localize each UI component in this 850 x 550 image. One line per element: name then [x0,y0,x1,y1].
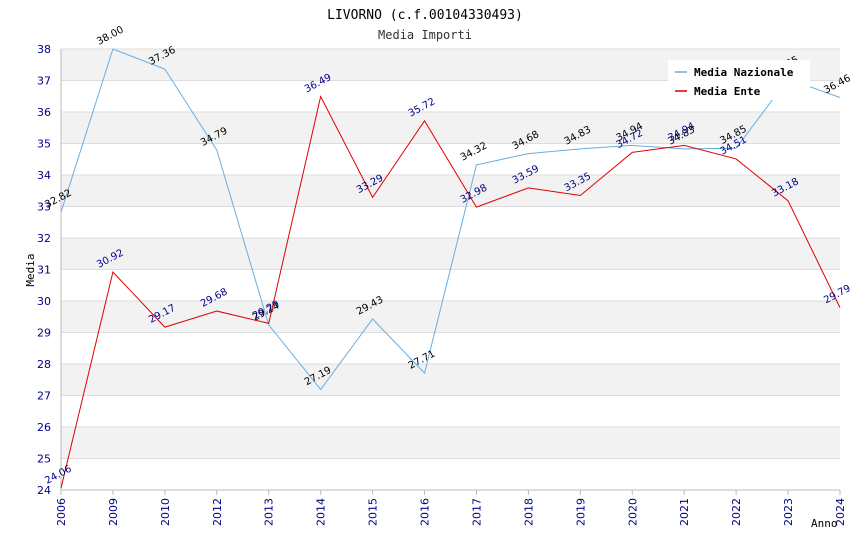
x-tick-label: 2013 [263,498,276,526]
y-tick-label: 36 [37,106,51,119]
y-tick-label: 30 [37,295,51,308]
legend-label-media-ente: Media Ente [694,85,761,98]
x-tick-label: 2015 [367,498,380,526]
band-31 [61,238,840,270]
plot-background [61,49,840,490]
series-line-media-nazionale [60,48,841,391]
x-tick-label: 2019 [574,498,587,526]
x-tick-label: 2006 [55,498,68,526]
y-tick-label: 32 [37,232,51,245]
band-27 [61,364,840,396]
y-tick-label: 37 [37,75,51,88]
x-tick-label: 2014 [315,498,328,526]
x-tick-label: 2016 [419,498,432,526]
series-lines [60,48,841,489]
x-tick-label: 2020 [626,498,639,526]
band-29 [61,301,840,333]
y-tick-label: 35 [37,138,51,151]
x-tick-label: 2018 [522,498,535,526]
band-25 [61,427,840,459]
band-24 [61,458,840,490]
y-tick-label: 26 [37,421,51,434]
x-tick-label: 2021 [678,498,691,526]
y-tick-label: 33 [37,201,51,214]
band-35 [61,112,840,144]
y-tick-label: 29 [37,327,51,340]
y-tick-label: 25 [37,453,51,466]
legend: Media Nazionale Media Ente [668,60,810,100]
data-label: 38.00 [95,24,125,47]
band-30 [61,269,840,301]
y-tick-label: 38 [37,43,51,56]
axes [60,49,840,491]
x-axis-label: Anno [811,517,838,530]
x-tick-label: 2024 [834,498,847,526]
legend-box [668,60,810,100]
y-axis-label: Media [24,253,37,286]
x-tick-label: 2022 [730,498,743,526]
chart-subtitle: Media Importi [378,28,472,42]
y-tick-label: 24 [37,484,51,497]
x-tick-label: 2009 [107,498,120,526]
y-tick-label: 34 [37,169,51,182]
x-axis-ticks: 2006 2009 2010 2012 2013 2014 2015 2016 2017 2018… [55,490,847,526]
x-tick-label: 2010 [159,498,172,526]
band-26 [61,395,840,427]
y-tick-label: 27 [37,390,51,403]
band-33 [61,175,840,207]
x-tick-label: 2023 [782,498,795,526]
y-tick-label: 31 [37,264,51,277]
legend-label-media-nazionale: Media Nazionale [694,66,794,79]
x-tick-label: 2017 [470,498,483,526]
series-line-media-ente [60,95,841,489]
y-tick-label: 28 [37,358,51,371]
x-tick-label: 2012 [211,498,224,526]
band-32 [61,206,840,238]
chart-title: LIVORNO (c.f.00104330493) [327,8,523,23]
y-axis-ticks: 24 25 26 27 28 29 30 31 32 33 34 35 36 37 38 [37,43,51,497]
band-28 [61,332,840,364]
